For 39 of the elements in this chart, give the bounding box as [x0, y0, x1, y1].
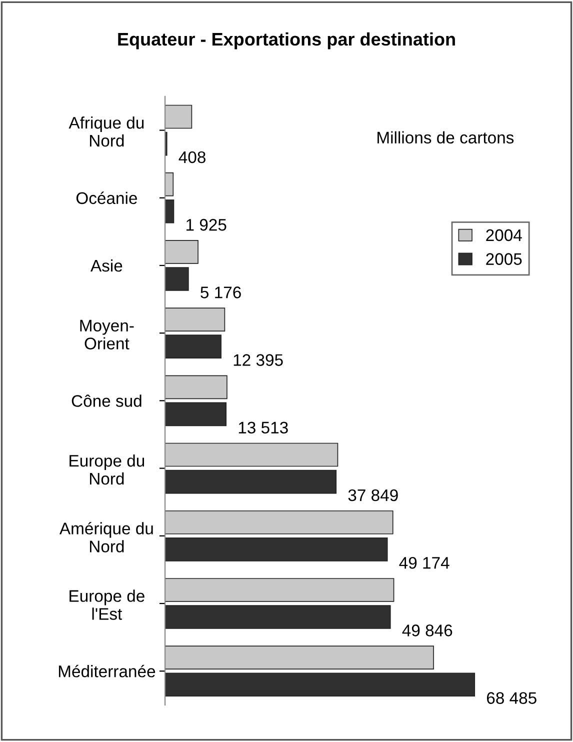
data-label: 49 174: [399, 556, 450, 569]
data-label: 49 846: [402, 624, 452, 636]
bar: [165, 375, 228, 400]
data-label: 12 395: [234, 354, 283, 366]
bar: [165, 578, 394, 602]
chart-title: Equateur - Exportations par destination: [118, 32, 455, 50]
bar: [165, 172, 174, 196]
y-tick-label: Asie: [90, 259, 122, 272]
legend-label: 2005: [486, 253, 522, 265]
bar: [165, 308, 226, 332]
bar: [165, 510, 394, 534]
data-label: 68 485: [486, 692, 536, 704]
data-label: 408: [178, 151, 206, 164]
bar: [165, 442, 338, 467]
legend-label: 2004: [486, 229, 522, 242]
y-tick-label: Moyen- Orient: [80, 320, 134, 350]
bar: [165, 240, 198, 264]
bar: [165, 470, 337, 494]
annotation: Millions de cartons: [378, 131, 514, 144]
bar: [165, 402, 227, 426]
bar: [165, 199, 174, 224]
data-label: 37 849: [348, 489, 398, 502]
y-tick-label: Europe de l'Est: [70, 590, 144, 620]
y-tick-label: Amérique du Nord: [59, 522, 153, 552]
y-tick-label: Océanie: [76, 192, 137, 204]
bar: [165, 334, 222, 359]
y-tick-label: Europe du Nord: [70, 454, 144, 485]
bar: [165, 537, 388, 562]
bar: [165, 605, 391, 629]
bar: [165, 104, 192, 129]
y-tick-label: Afrique du Nord: [68, 116, 144, 147]
data-label: 5 176: [200, 286, 241, 298]
y-tick-label: Méditerranée: [58, 664, 156, 678]
data-label: 1 925: [186, 218, 226, 231]
bar: [165, 267, 189, 291]
bar: [165, 672, 476, 697]
y-tick-label: Cône sud: [72, 394, 142, 407]
bar: [165, 646, 434, 670]
data-label: 13 513: [238, 422, 288, 434]
